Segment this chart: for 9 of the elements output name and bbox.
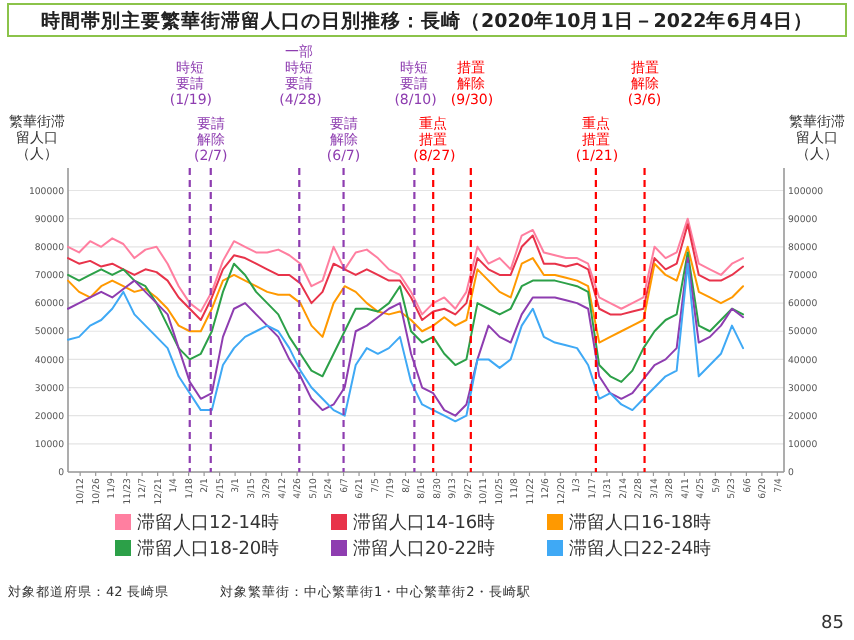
title: 時間帯別主要繁華街滞留人口の日別推移：長崎（2020年10月1日－2022年6月4日） — [7, 3, 847, 37]
legend-label: 滞留人口18-20時 — [137, 538, 280, 560]
chart-title: 時間帯別主要繁華街滞留人口の日別推移：長崎（2020年10月1日－2022年6月4日） — [41, 9, 813, 33]
legend-label: 滞留人口12-14時 — [137, 512, 280, 534]
legend-label: 滞留人口14-16時 — [353, 512, 496, 534]
legend-label: 滞留人口16-18時 — [569, 512, 712, 534]
legend-label: 滞留人口22-24時 — [569, 538, 712, 560]
text: 85 — [821, 614, 844, 634]
legend-label: 滞留人口20-22時 — [353, 538, 496, 560]
